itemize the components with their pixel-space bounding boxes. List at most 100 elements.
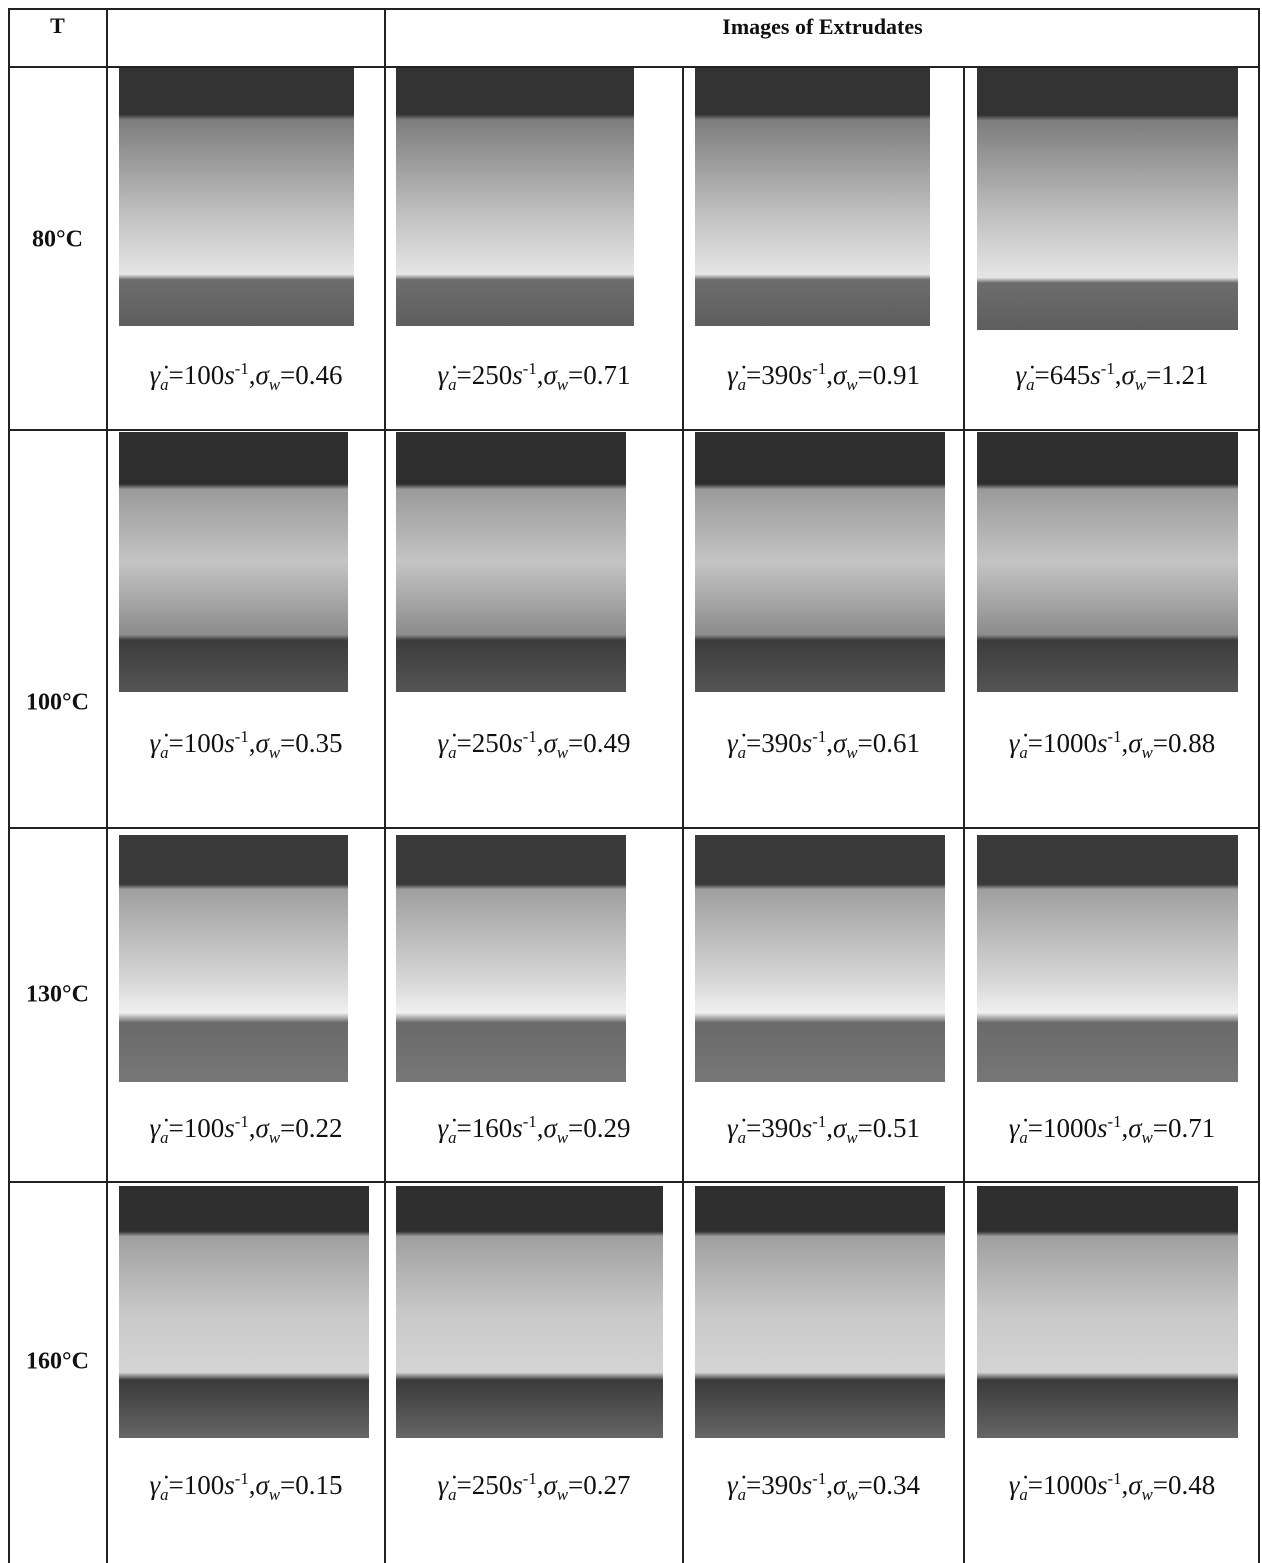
stress-subscript: w xyxy=(846,1485,857,1504)
stress-value: 0.35 xyxy=(295,728,342,758)
stress-symbol: σ xyxy=(1121,360,1134,390)
equals: = xyxy=(568,728,583,758)
stress-value: 0.91 xyxy=(873,360,920,390)
equals: = xyxy=(457,1113,472,1143)
rate-value: 250 xyxy=(472,1470,513,1500)
header-images: Images of Extrudates xyxy=(385,14,1260,40)
sem-image xyxy=(396,1186,663,1438)
stress-subscript: w xyxy=(1142,1485,1153,1504)
caption: γ̇a=160s-1,σw=0.29 xyxy=(385,1112,683,1148)
stress-subscript: w xyxy=(846,743,857,762)
stress-subscript: w xyxy=(557,1485,568,1504)
equals: = xyxy=(169,1113,184,1143)
rate-value: 1000 xyxy=(1043,1470,1097,1500)
unit: s xyxy=(802,728,813,758)
rate-symbol: γ̇ xyxy=(438,360,449,390)
rate-value: 390 xyxy=(761,1470,802,1500)
caption: γ̇a=1000s-1,σw=0.88 xyxy=(964,727,1260,763)
rate-subscript: a xyxy=(738,1128,746,1147)
unit: s xyxy=(224,1113,235,1143)
equals: = xyxy=(457,360,472,390)
unit-exponent: -1 xyxy=(235,1112,249,1131)
border xyxy=(8,8,1260,10)
equals: = xyxy=(746,1113,761,1143)
unit: s xyxy=(1097,1470,1108,1500)
sem-image xyxy=(695,835,945,1082)
separator: , xyxy=(826,360,833,390)
caption: γ̇a=250s-1,σw=0.27 xyxy=(385,1469,683,1505)
unit: s xyxy=(802,360,813,390)
unit-exponent: -1 xyxy=(523,1469,537,1488)
unit: s xyxy=(224,1470,235,1500)
unit: s xyxy=(224,360,235,390)
rate-subscript: a xyxy=(1019,1128,1027,1147)
caption: γ̇a=390s-1,σw=0.34 xyxy=(683,1469,964,1505)
stress-subscript: w xyxy=(846,375,857,394)
unit: s xyxy=(802,1113,813,1143)
caption: γ̇a=100s-1,σw=0.35 xyxy=(107,727,385,763)
rate-value: 100 xyxy=(184,360,225,390)
caption: γ̇a=645s-1,σw=1.21 xyxy=(964,359,1260,395)
border xyxy=(8,429,1260,431)
unit: s xyxy=(1090,360,1101,390)
border xyxy=(384,8,386,1563)
sem-image xyxy=(695,1186,945,1438)
rate-symbol: γ̇ xyxy=(438,1470,449,1500)
rate-subscript: a xyxy=(1026,375,1034,394)
unit: s xyxy=(512,1470,523,1500)
stress-subscript: w xyxy=(269,1485,280,1504)
sem-image xyxy=(977,68,1238,330)
equals: = xyxy=(280,360,295,390)
stress-value: 0.34 xyxy=(873,1470,920,1500)
unit: s xyxy=(1097,1113,1108,1143)
caption: γ̇a=1000s-1,σw=0.48 xyxy=(964,1469,1260,1505)
border xyxy=(682,67,684,1563)
sem-image xyxy=(396,432,626,692)
temperature-label: 100°C xyxy=(8,690,107,717)
rate-value: 250 xyxy=(472,728,513,758)
caption: γ̇a=390s-1,σw=0.51 xyxy=(683,1112,964,1148)
sem-image xyxy=(695,68,930,326)
stress-value: 0.15 xyxy=(295,1470,342,1500)
separator: , xyxy=(826,728,833,758)
rate-value: 390 xyxy=(761,1113,802,1143)
stress-symbol: σ xyxy=(1128,1113,1141,1143)
equals: = xyxy=(1028,728,1043,758)
stress-symbol: σ xyxy=(833,728,846,758)
unit-exponent: -1 xyxy=(523,727,537,746)
stress-subscript: w xyxy=(1142,1128,1153,1147)
sem-image xyxy=(396,68,634,326)
stress-symbol: σ xyxy=(255,360,268,390)
stress-symbol: σ xyxy=(255,1113,268,1143)
unit-exponent: -1 xyxy=(812,1112,826,1131)
unit-exponent: -1 xyxy=(523,1112,537,1131)
sem-image xyxy=(695,432,945,692)
unit: s xyxy=(224,728,235,758)
stress-subscript: w xyxy=(1135,375,1146,394)
equals: = xyxy=(568,360,583,390)
stress-value: 0.46 xyxy=(295,360,342,390)
stress-value: 0.29 xyxy=(583,1113,630,1143)
rate-value: 250 xyxy=(472,360,513,390)
rate-subscript: a xyxy=(160,375,168,394)
stress-subscript: w xyxy=(1142,743,1153,762)
unit: s xyxy=(1097,728,1108,758)
rate-subscript: a xyxy=(160,1485,168,1504)
stress-value: 0.22 xyxy=(295,1113,342,1143)
table-page: T Images of Extrudates 80°Cγ̇a=100s-1,σw… xyxy=(0,0,1262,1563)
rate-subscript: a xyxy=(448,743,456,762)
separator: , xyxy=(826,1470,833,1500)
header-temperature: T xyxy=(8,13,107,39)
stress-subscript: w xyxy=(557,375,568,394)
unit-exponent: -1 xyxy=(812,727,826,746)
caption: γ̇a=250s-1,σw=0.71 xyxy=(385,359,683,395)
unit: s xyxy=(802,1470,813,1500)
unit-exponent: -1 xyxy=(1108,1112,1122,1131)
stress-subscript: w xyxy=(557,743,568,762)
rate-subscript: a xyxy=(738,375,746,394)
rate-symbol: γ̇ xyxy=(438,728,449,758)
border xyxy=(1258,8,1260,1563)
rate-subscript: a xyxy=(448,1485,456,1504)
rate-symbol: γ̇ xyxy=(150,728,161,758)
rate-value: 390 xyxy=(761,728,802,758)
